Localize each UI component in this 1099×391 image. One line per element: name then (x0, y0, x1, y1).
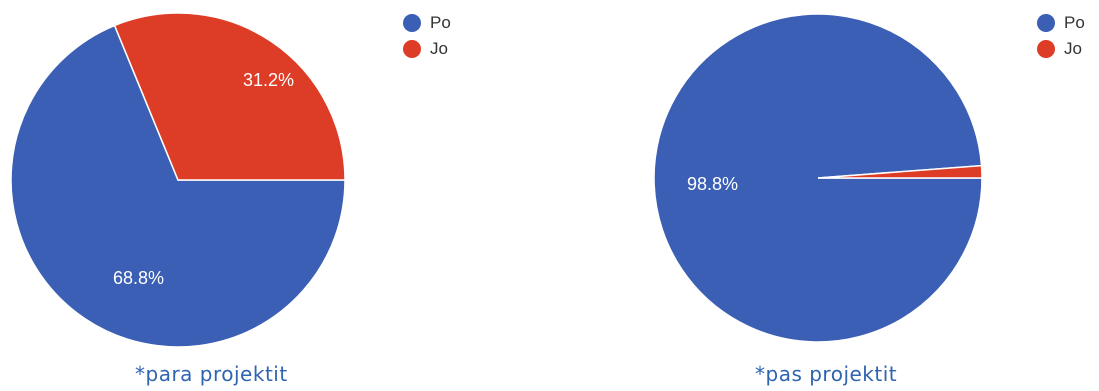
caption-before: *para projektit (135, 362, 288, 386)
pie-svg-before: 68.8% 31.2% (10, 12, 346, 348)
pie-slice-po (10, 24, 346, 348)
legend-item-jo: Jo (1037, 36, 1085, 62)
slice-label-jo: 31.2% (243, 70, 294, 90)
slice-label-po: 68.8% (113, 268, 164, 288)
pie-svg-after: 98.8% (653, 13, 983, 343)
pie-slice-jo (817, 164, 983, 179)
legend-label-po: Po (430, 13, 451, 32)
legend-label-jo: Jo (430, 39, 448, 58)
legend-dot-jo (1037, 40, 1055, 58)
legend-label-po: Po (1064, 13, 1085, 32)
caption-after: *pas projektit (755, 362, 898, 386)
legend-before: Po Jo (403, 10, 451, 62)
legend-dot-po (1037, 14, 1055, 32)
pie-chart-after: 98.8% Po Jo *pas projektit (560, 0, 1099, 391)
slice-label-po: 98.8% (687, 174, 738, 194)
legend-item-jo: Jo (403, 36, 451, 62)
legend-item-po: Po (1037, 10, 1085, 36)
legend-item-po: Po (403, 10, 451, 36)
legend-label-jo: Jo (1064, 39, 1082, 58)
legend-dot-jo (403, 40, 421, 58)
pie-chart-before: 68.8% 31.2% Po Jo *para projektit (0, 0, 540, 391)
legend-after: Po Jo (1037, 10, 1085, 62)
legend-dot-po (403, 14, 421, 32)
pie-slice-jo (113, 12, 346, 181)
